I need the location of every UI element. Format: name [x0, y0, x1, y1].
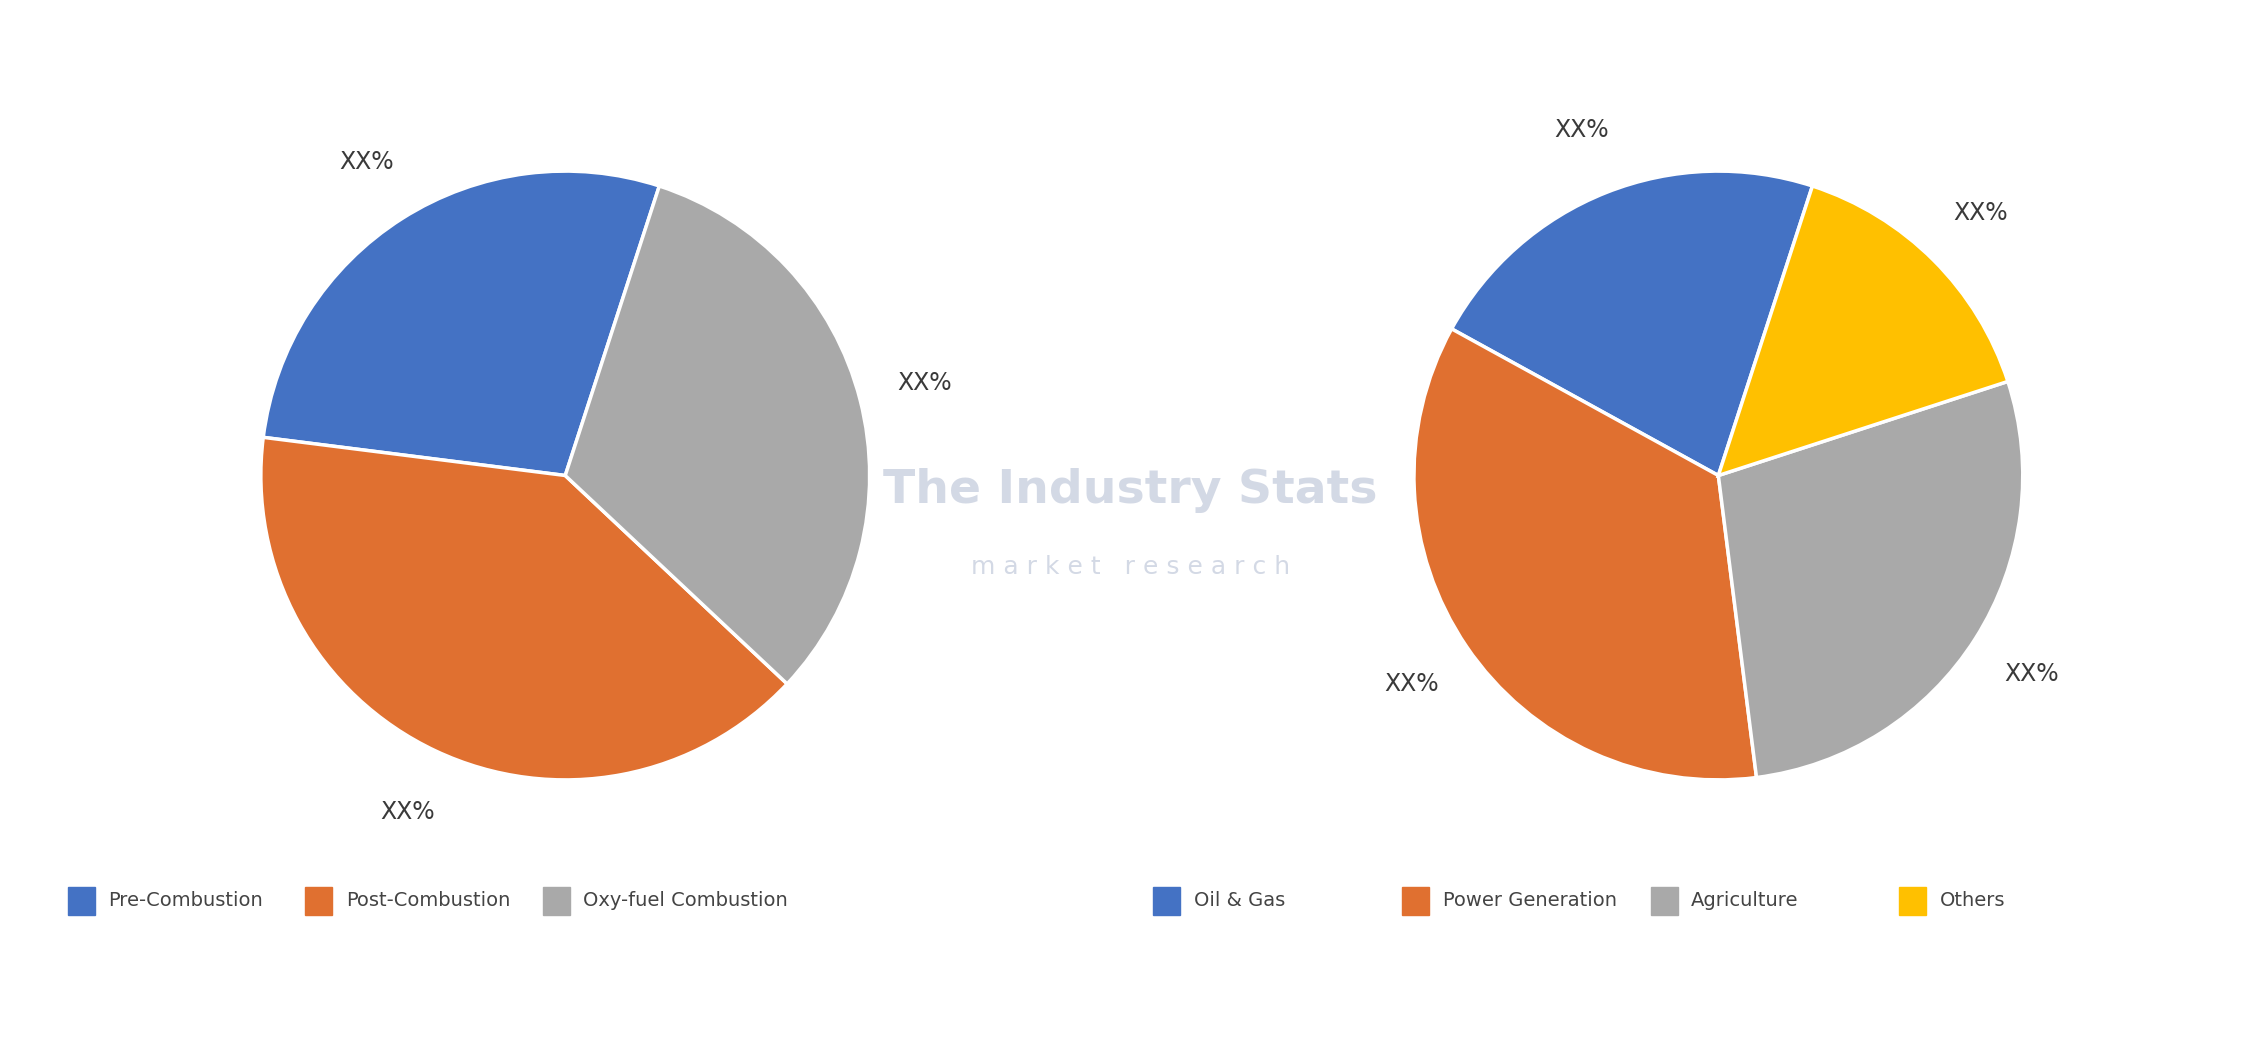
Text: Post-Combustion: Post-Combustion	[346, 891, 511, 910]
Text: XX%: XX%	[898, 371, 952, 395]
Bar	[1402, 887, 1429, 916]
Text: Oxy-fuel Combustion: Oxy-fuel Combustion	[583, 891, 789, 910]
Text: Email: sales@theindustrystats.com: Email: sales@theindustrystats.com	[922, 991, 1339, 1011]
Wedge shape	[1413, 328, 1757, 780]
Text: The Industry Stats: The Industry Stats	[884, 468, 1377, 513]
Bar	[1153, 887, 1180, 916]
Wedge shape	[1452, 171, 1813, 475]
Bar	[305, 887, 332, 916]
Text: Agriculture: Agriculture	[1691, 891, 1800, 910]
Text: XX%: XX%	[1954, 201, 2008, 225]
Text: Website: www.theindustrystats.com: Website: www.theindustrystats.com	[1807, 991, 2234, 1011]
Text: XX%: XX%	[1553, 118, 1610, 143]
Text: XX%: XX%	[380, 799, 434, 824]
Text: Source: Theindustrystats Analysis: Source: Theindustrystats Analysis	[27, 991, 430, 1011]
Wedge shape	[1718, 186, 2008, 475]
Wedge shape	[565, 186, 870, 684]
Text: XX%: XX%	[339, 150, 393, 174]
Bar	[543, 887, 570, 916]
Text: Others: Others	[1940, 891, 2006, 910]
Bar	[1651, 887, 1678, 916]
Text: XX%: XX%	[1384, 673, 1438, 696]
Wedge shape	[1718, 381, 2024, 777]
Bar	[68, 887, 95, 916]
Text: Pre-Combustion: Pre-Combustion	[109, 891, 262, 910]
Text: Oil & Gas: Oil & Gas	[1194, 891, 1284, 910]
Wedge shape	[262, 171, 660, 475]
Wedge shape	[260, 437, 787, 780]
Text: m a r k e t   r e s e a r c h: m a r k e t r e s e a r c h	[970, 554, 1291, 579]
Text: Power Generation: Power Generation	[1443, 891, 1617, 910]
Bar	[1899, 887, 1926, 916]
Text: XX%: XX%	[2006, 662, 2060, 686]
Text: Fig. Global Carbon Sequestration Market Share by Product Types & Application: Fig. Global Carbon Sequestration Market …	[34, 38, 1178, 67]
